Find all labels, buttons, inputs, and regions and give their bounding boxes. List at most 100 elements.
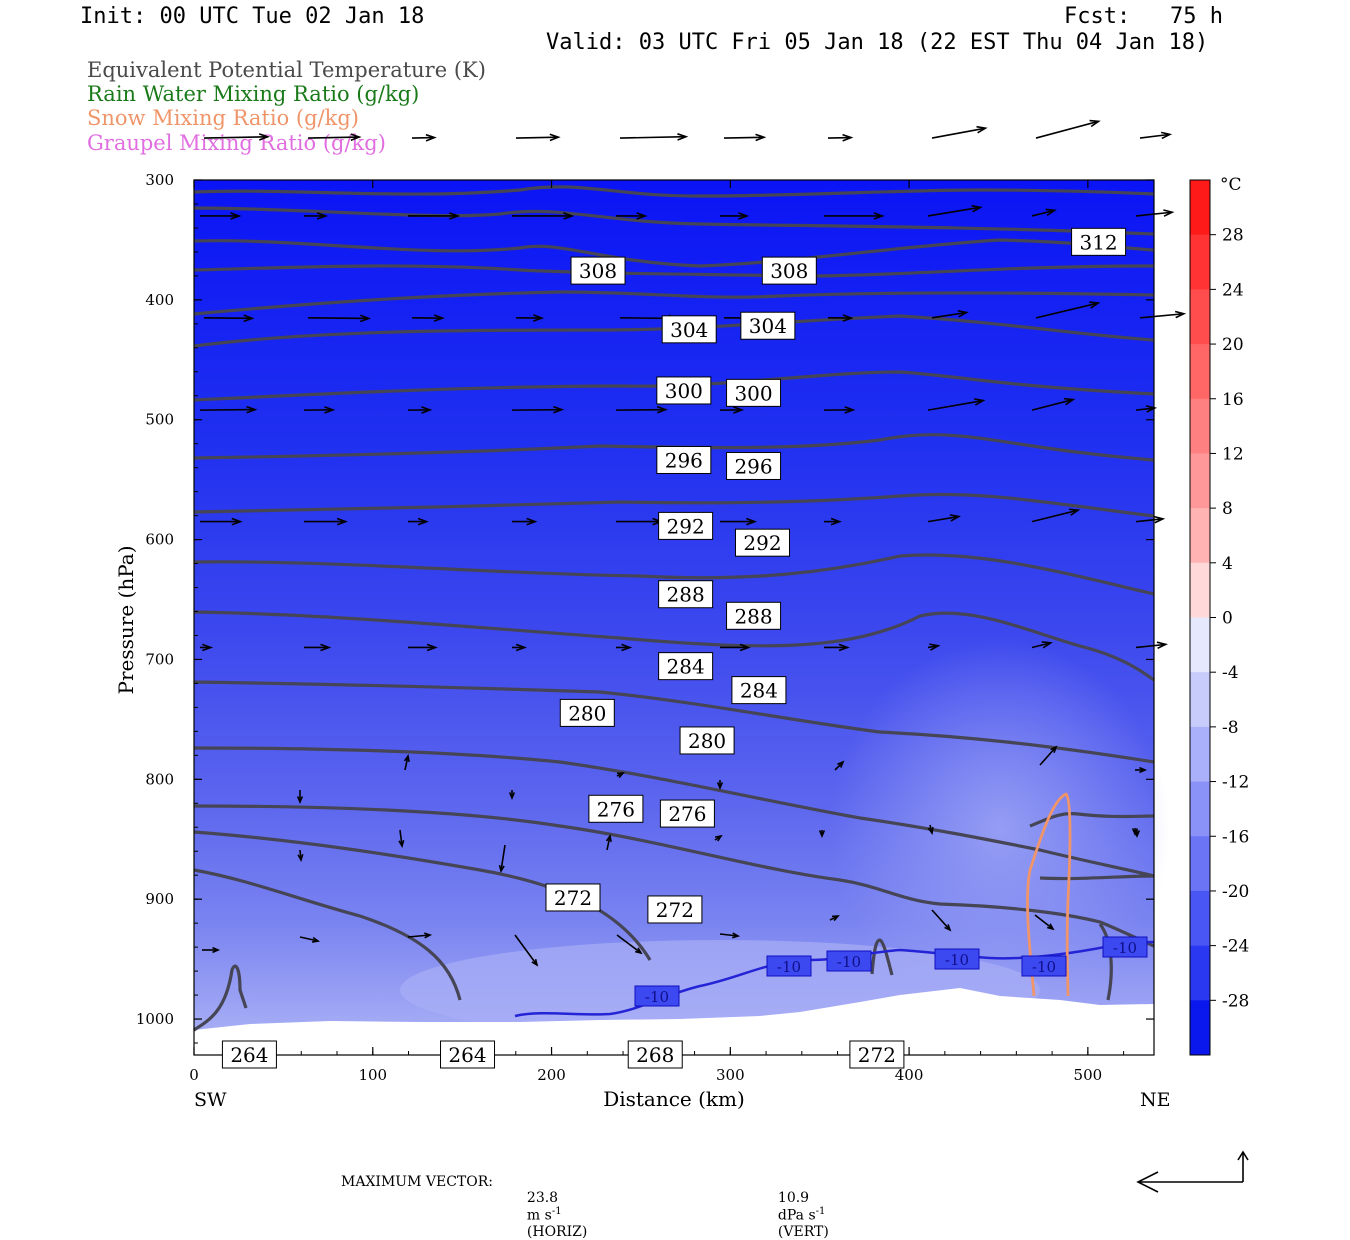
x-tick-label: 100 xyxy=(358,1066,387,1084)
max-vector-vert-unit: dPa s xyxy=(778,1208,816,1224)
theta-e-label: 304 xyxy=(670,318,708,342)
colorbar-bin xyxy=(1190,235,1210,290)
colorbar-label: 28 xyxy=(1222,226,1244,246)
colorbar-label: -16 xyxy=(1222,827,1249,847)
colorbar-unit: °C xyxy=(1220,175,1242,195)
theta-e-label: 296 xyxy=(665,448,703,472)
wind-vector xyxy=(200,410,255,411)
theta-e-label: 284 xyxy=(740,679,778,703)
temperature-label: -10 xyxy=(1113,939,1137,957)
colorbar-label: 16 xyxy=(1222,390,1244,410)
max-vector-vert: 10.9 dPa s-1 (VERT) xyxy=(769,1174,829,1240)
theta-e-label: 292 xyxy=(667,514,705,538)
temperature-label: -10 xyxy=(1032,958,1056,976)
colorbar-bin xyxy=(1190,672,1210,727)
temperature-label: -10 xyxy=(777,958,801,976)
wind-vector xyxy=(308,137,359,138)
x-tick-label: 300 xyxy=(716,1066,745,1084)
colorbar-label: 12 xyxy=(1222,444,1244,464)
wind-vector xyxy=(620,137,686,138)
colorbar-label: -24 xyxy=(1222,937,1249,957)
colorbar-bin xyxy=(1190,1000,1210,1055)
theta-e-label: 288 xyxy=(734,604,772,628)
y-tick-label: 300 xyxy=(145,171,174,189)
wind-vector xyxy=(204,137,268,138)
reference-vector xyxy=(1138,1152,1248,1192)
theta-e-label: 304 xyxy=(749,314,787,338)
wind-vector xyxy=(516,137,558,138)
colorbar-bin xyxy=(1190,453,1210,508)
max-vector-horiz-tag: (HORIZ) xyxy=(527,1224,587,1240)
theta-e-label: 284 xyxy=(667,655,705,679)
y-tick-label: 1000 xyxy=(136,1010,174,1028)
y-tick-label: 900 xyxy=(145,890,174,908)
theta-e-label: 272 xyxy=(656,898,694,922)
theta-e-label: 308 xyxy=(770,259,808,283)
colorbar-label: 20 xyxy=(1222,335,1244,355)
y-tick-label: 600 xyxy=(145,531,174,549)
colorbar-label: -28 xyxy=(1222,991,1249,1011)
theta-e-label: 308 xyxy=(579,259,617,283)
y-tick-label: 400 xyxy=(145,291,174,309)
colorbar-label: -8 xyxy=(1222,718,1239,738)
theta-e-label: 264 xyxy=(230,1043,268,1067)
wind-vector xyxy=(724,137,764,138)
wind-vector xyxy=(308,318,369,319)
colorbar-bin xyxy=(1190,836,1210,891)
max-vector-label: MAXIMUM VECTOR: xyxy=(341,1174,493,1190)
colorbar-label: -12 xyxy=(1222,773,1249,793)
x-axis-end-left: SW xyxy=(194,1089,227,1111)
temperature-label: -10 xyxy=(945,951,969,969)
x-tick-label: 400 xyxy=(895,1066,924,1084)
theta-e-label: 276 xyxy=(668,802,706,826)
max-vector-vert-value: 10.9 xyxy=(778,1190,809,1206)
y-tick-label: 700 xyxy=(145,650,174,668)
wind-vector xyxy=(1036,121,1099,138)
theta-e-label: 272 xyxy=(554,886,592,910)
colorbar-bin xyxy=(1190,180,1210,235)
colorbar-bin xyxy=(1190,289,1210,344)
colorbar-label: 4 xyxy=(1222,554,1233,574)
x-axis-title: Distance (km) xyxy=(603,1087,745,1111)
theta-e-label: 296 xyxy=(734,454,772,478)
colorbar-label: 24 xyxy=(1222,280,1244,300)
max-vector-horiz-unit: m s xyxy=(527,1208,552,1224)
colorbar-bin xyxy=(1190,782,1210,837)
colorbar-bin xyxy=(1190,618,1210,673)
x-tick-label: 0 xyxy=(189,1066,199,1084)
colorbar-bin xyxy=(1190,508,1210,563)
colorbar-bin xyxy=(1190,344,1210,399)
colorbar-bin xyxy=(1190,563,1210,618)
x-tick-label: 500 xyxy=(1074,1066,1103,1084)
colorbar-bin xyxy=(1190,727,1210,782)
colorbar-bin xyxy=(1190,891,1210,946)
theta-e-label: 268 xyxy=(636,1043,674,1067)
theta-e-label: 300 xyxy=(734,381,772,405)
colorbar-bin xyxy=(1190,946,1210,1001)
max-vector-vert-tag: (VERT) xyxy=(778,1224,829,1240)
temperature-label: -10 xyxy=(837,953,861,971)
theta-e-label: 280 xyxy=(568,701,606,725)
colorbar-label: 8 xyxy=(1222,499,1233,519)
theta-e-label: 276 xyxy=(597,797,635,821)
y-tick-label: 500 xyxy=(145,411,174,429)
max-vector-horiz-value: 23.8 xyxy=(527,1190,558,1206)
theta-e-label: 264 xyxy=(448,1043,486,1067)
colorbar-label: -4 xyxy=(1222,663,1239,683)
temperature-colorbar: 28 24 20 16 12 8 4 0 -4 -8 -12 -16 -20 -24 -28 xyxy=(1190,180,1249,1056)
max-vector-vert-exp: -1 xyxy=(816,1206,826,1217)
max-vector-horiz-exp: -1 xyxy=(552,1206,562,1217)
x-tick-label: 200 xyxy=(537,1066,566,1084)
colorbar-label: -20 xyxy=(1222,882,1249,902)
theta-e-label: 292 xyxy=(743,531,781,555)
temperature-label: -10 xyxy=(645,988,669,1006)
colorbar-bin xyxy=(1190,399,1210,454)
colorbar-label: 0 xyxy=(1222,609,1233,629)
x-axis-end-right: NE xyxy=(1140,1089,1171,1111)
max-vector-horiz: 23.8 m s-1 (HORIZ) xyxy=(518,1174,587,1240)
theta-e-label: 280 xyxy=(688,729,726,753)
y-tick-label: 800 xyxy=(145,770,174,788)
y-axis-title: Pressure (hPa) xyxy=(114,546,138,695)
theta-e-label: 312 xyxy=(1079,230,1117,254)
